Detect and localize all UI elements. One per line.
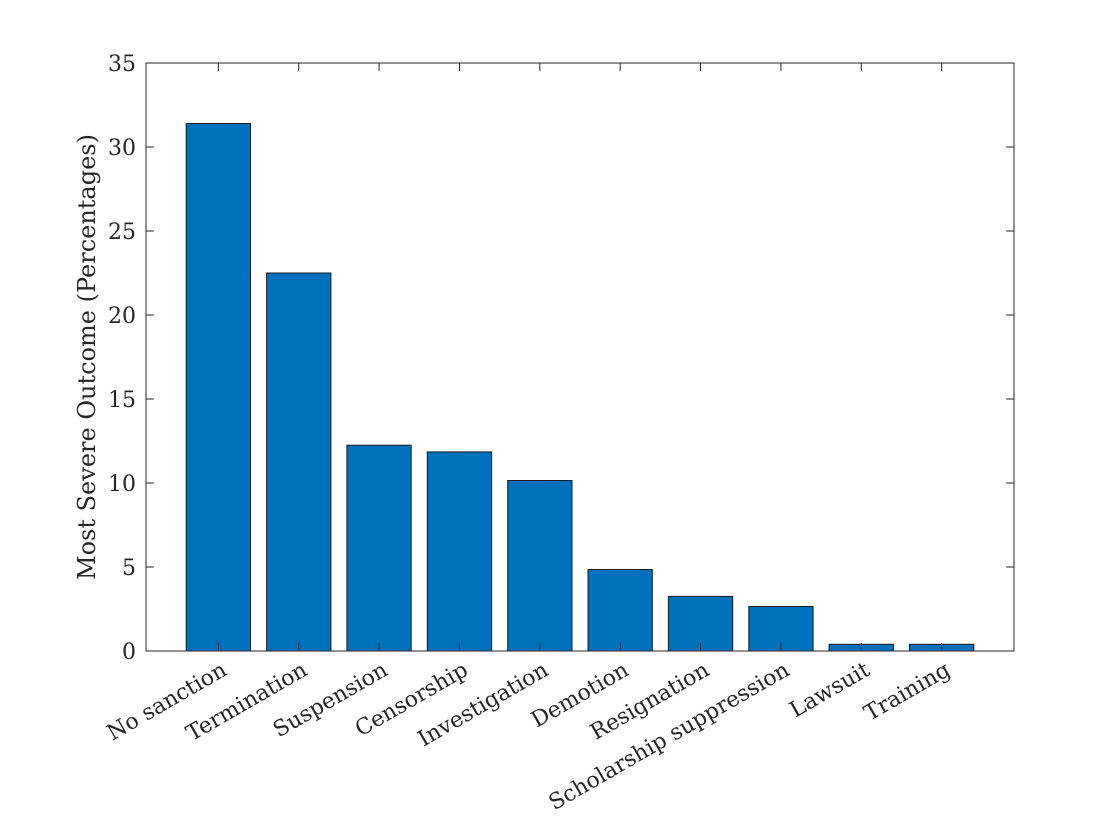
y-tick-label: 15 [108, 388, 136, 413]
bar-2 [346, 444, 412, 652]
y-tick-label: 5 [122, 556, 136, 581]
y-tick-label: 25 [108, 220, 136, 245]
y-tick-label: 10 [108, 472, 136, 497]
y-tick-label: 30 [108, 136, 136, 161]
bar-5 [587, 569, 653, 652]
y-tick-label: 0 [122, 640, 136, 665]
bar-0 [185, 123, 251, 652]
y-tick-label: 35 [108, 52, 136, 77]
y-tick-label: 20 [108, 304, 136, 329]
y-axis-title: Most Severe Outcome (Percentages) [73, 134, 101, 580]
bar-3 [426, 451, 493, 652]
bar-4 [507, 480, 573, 652]
bar-6 [667, 595, 734, 652]
bar-1 [266, 272, 332, 652]
plot-area-box [145, 62, 1015, 652]
y-axis: 0 5 10 15 20 25 30 35 [108, 52, 1014, 665]
